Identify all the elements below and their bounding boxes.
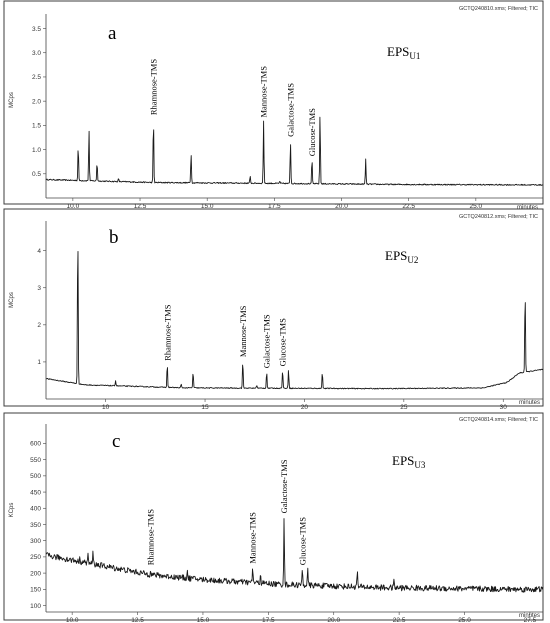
panel-a-y-tick-label: 3.5 — [32, 26, 41, 33]
peak-label: Glucose-TMS — [307, 108, 317, 156]
panel-a-eps-sub: U1 — [409, 51, 420, 61]
panel-b-letter: b — [109, 227, 119, 248]
panel-a-y-tick-label: 1.0 — [32, 147, 41, 154]
panel-b-y-tick-label: 3 — [37, 285, 41, 292]
panel-b-tic-trace — [45, 251, 544, 390]
peak-label: Mannose-TMS — [238, 305, 248, 357]
panel-a-eps-main: EPS — [387, 44, 409, 59]
panel-c-y-tick-label: 300 — [30, 538, 41, 545]
panel-a-y-unit: MCps — [9, 92, 15, 108]
panel-a-series-label: EPSU1 — [387, 44, 420, 61]
panel-a-header: GCTQ240810.xms; Filtered; TIC — [459, 6, 538, 12]
panel-c: GCTQ240814.xms; Filtered; TIC KCps minut… — [3, 412, 544, 623]
panel-c-y-tick-label: 450 — [30, 489, 41, 496]
peak-label: Galactose-TMS — [285, 83, 295, 137]
panel-c-header: GCTQ240814.xms; Filtered; TIC — [459, 417, 538, 423]
panel-b: GCTQ240812.xms; Filtered; TIC MCps minut… — [3, 208, 544, 411]
panel-a-y-tick-label: 2.0 — [32, 98, 41, 105]
panel-b-series-label: EPSU2 — [385, 248, 418, 265]
panel-b-y-tick-label: 2 — [37, 322, 41, 329]
panel-b-header: GCTQ240812.xms; Filtered; TIC — [459, 214, 538, 220]
panel-c-letter: c — [112, 431, 120, 452]
panel-b-y-tick-label: 4 — [37, 248, 41, 255]
panel-c-y-tick-label: 150 — [30, 587, 41, 594]
panel-c-series-label: EPSU3 — [392, 453, 426, 470]
panel-a-x-tick-label: 17.5 — [268, 203, 281, 210]
panel-c-x-tick-label: 15.0 — [197, 617, 210, 623]
panel-c-x-tick-label: 20.0 — [327, 617, 340, 623]
panel-b-y-unit: MCps — [9, 292, 15, 308]
panel-c-y-tick-label: 400 — [30, 506, 41, 513]
panel-c-y-tick-label: 550 — [30, 457, 41, 464]
panel-b-y-tick-label: 1 — [37, 359, 41, 366]
panel-a: GCTQ240810.xms; Filtered; TIC MCps minut… — [3, 0, 544, 211]
panel-c-x-unit: minutes — [519, 613, 540, 619]
panel-a-letter: a — [108, 23, 117, 44]
panel-c-y-tick-label: 100 — [30, 603, 41, 610]
panel-b-eps-sub: U2 — [407, 255, 418, 265]
panel-c-x-tick-label: 25.0 — [458, 617, 471, 623]
peak-label: Rhamnose-TMS — [146, 509, 156, 565]
peak-label: Galactose-TMS — [279, 459, 289, 513]
panel-c-x-tick-label: 12.5 — [131, 617, 144, 623]
peak-label: Rhamnose-TMS — [148, 59, 158, 115]
panel-b-x-tick-label: 20 — [301, 404, 309, 411]
panel-a-y-tick-label: 2.5 — [32, 74, 41, 81]
panel-b-x-tick-label: 15 — [201, 404, 209, 411]
panel-b-eps-main: EPS — [385, 248, 407, 263]
peak-label: Mannose-TMS — [248, 512, 258, 564]
panel-c-y-tick-label: 600 — [30, 441, 41, 448]
panel-a-x-tick-label: 22.5 — [402, 203, 415, 210]
panel-a-tic-trace — [45, 116, 544, 186]
panel-c-eps-sub: U3 — [414, 460, 425, 470]
panel-c-x-tick-label: 22.5 — [393, 617, 406, 623]
panel-c-y-tick-label: 250 — [30, 554, 41, 561]
panel-c-y-unit: KCps — [9, 503, 15, 518]
panel-c-x-tick-label: 10.0 — [66, 617, 79, 623]
panel-c-x-tick-label: 17.5 — [262, 617, 275, 623]
peak-label: Glucose-TMS — [278, 318, 288, 366]
panel-b-x-tick-label: 10 — [102, 404, 110, 411]
panel-a-x-unit: minutes — [517, 205, 538, 211]
panel-c-y-tick-label: 350 — [30, 522, 41, 529]
panel-a-x-tick-label: 15.0 — [201, 203, 214, 210]
peak-label: Mannose-TMS — [259, 66, 269, 118]
panel-c-y-tick-label: 200 — [30, 570, 41, 577]
panel-a-x-tick-label: 10.0 — [67, 203, 80, 210]
panel-b-x-tick-label: 25 — [400, 404, 408, 411]
peak-label: Rhamnose-TMS — [162, 304, 172, 360]
peak-label: Glucose-TMS — [297, 517, 307, 565]
panel-b-frame — [3, 208, 544, 407]
panel-c-eps-main: EPS — [392, 453, 414, 468]
panel-c-tic-trace — [45, 518, 544, 593]
panel-a-y-tick-label: 1.5 — [32, 123, 41, 130]
panel-b-x-tick-label: 30 — [500, 404, 508, 411]
panel-a-y-tick-label: 3.0 — [32, 50, 41, 57]
panel-a-x-tick-label: 12.5 — [134, 203, 147, 210]
panel-b-x-unit: minutes — [519, 400, 540, 406]
panel-a-x-tick-label: 20.0 — [335, 203, 348, 210]
panel-c-y-tick-label: 500 — [30, 473, 41, 480]
peak-label: Galactose-TMS — [262, 314, 272, 368]
panel-a-x-tick-label: 25.0 — [470, 203, 483, 210]
panel-a-frame — [3, 0, 544, 205]
panel-c-x-tick-label: 27.5 — [524, 617, 537, 623]
panel-a-y-tick-label: 0.5 — [32, 171, 41, 178]
